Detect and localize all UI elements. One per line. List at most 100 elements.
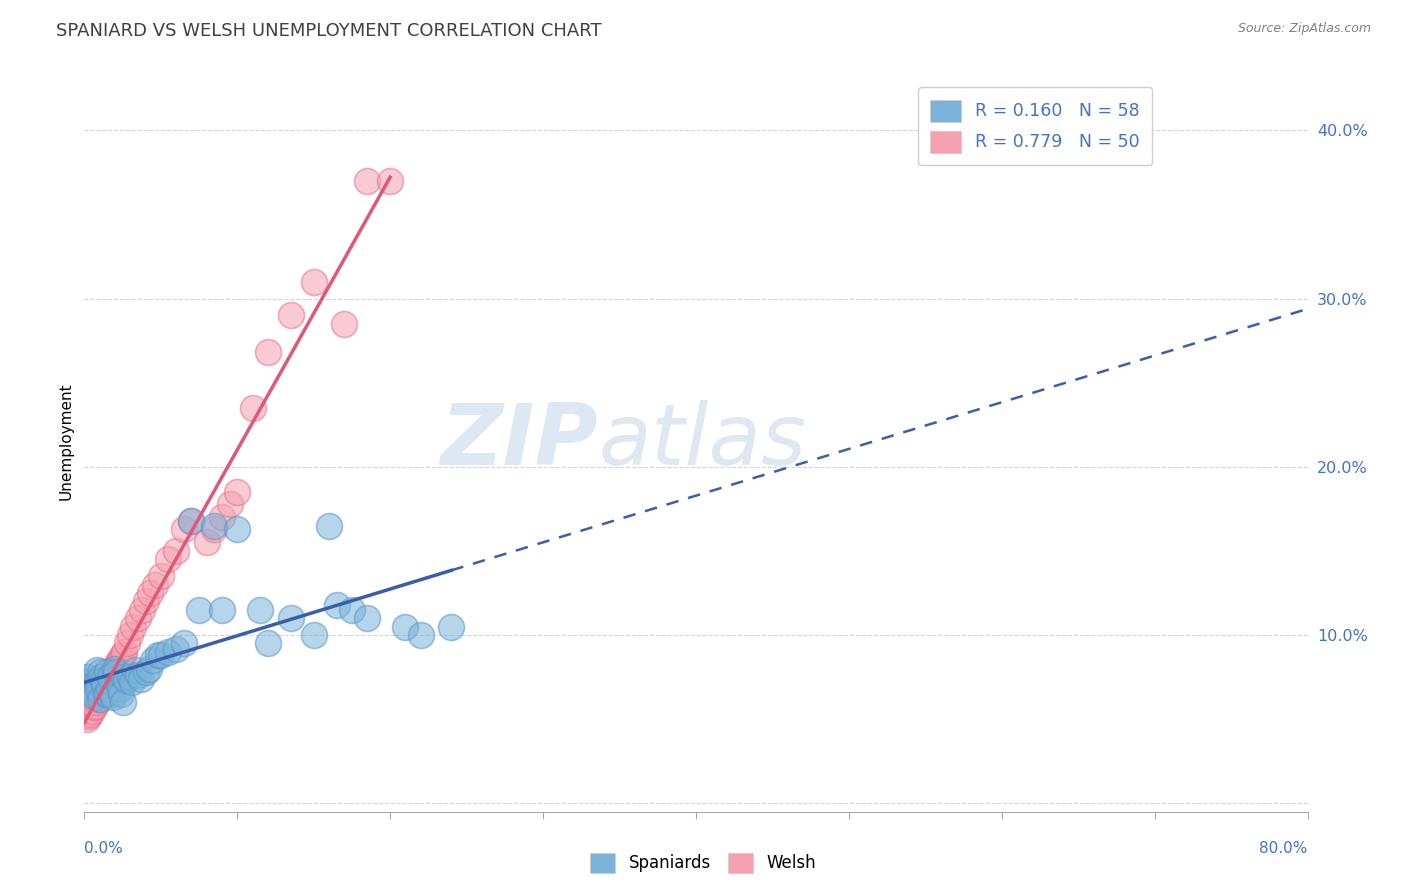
Point (91, 673, 114, 688)
Point (107, 675, 129, 690)
Point (84, 698, 107, 713)
Point (127, 668, 149, 682)
Point (96, 687, 118, 701)
Point (108, 653, 131, 667)
Point (165, 641, 187, 656)
Point (380, 174, 402, 188)
Point (110, 649, 132, 664)
Point (112, 645, 135, 659)
Point (409, 628, 432, 642)
Point (157, 645, 180, 659)
Point (77, 708, 100, 723)
Point (129, 672, 152, 686)
Point (180, 514, 202, 528)
Point (89, 692, 111, 706)
Point (90, 687, 112, 701)
Point (93, 679, 115, 693)
Point (202, 522, 225, 536)
Text: ZIP: ZIP (440, 400, 598, 483)
Point (440, 619, 463, 633)
Point (108, 681, 131, 696)
Point (165, 544, 187, 558)
Point (173, 636, 195, 650)
Point (180, 514, 202, 528)
Point (105, 665, 128, 679)
Point (135, 665, 157, 679)
Point (302, 275, 325, 289)
Point (157, 552, 180, 566)
Point (211, 510, 233, 524)
Point (89, 665, 111, 679)
Point (76, 670, 98, 684)
Point (87, 681, 110, 696)
Point (96, 665, 118, 679)
Legend: Spaniards, Welsh: Spaniards, Welsh (583, 847, 823, 880)
Point (96, 675, 118, 690)
Point (98, 670, 121, 684)
Point (76, 712, 98, 726)
Point (356, 174, 378, 188)
Point (93, 681, 115, 696)
Legend: R = 0.160   N = 58, R = 0.779   N = 50: R = 0.160 N = 58, R = 0.779 N = 50 (918, 87, 1152, 165)
Point (143, 577, 166, 591)
Point (149, 569, 172, 583)
Point (105, 658, 128, 673)
Text: 0.0%: 0.0% (84, 841, 124, 856)
Point (91, 683, 114, 698)
Point (103, 665, 125, 679)
Point (111, 648, 134, 663)
Point (94, 687, 117, 701)
Point (97, 681, 120, 696)
Point (340, 603, 363, 617)
Point (120, 628, 142, 642)
Point (226, 522, 249, 536)
Point (87, 692, 110, 706)
Text: atlas: atlas (598, 400, 806, 483)
Point (325, 598, 347, 612)
Point (122, 619, 145, 633)
Point (124, 664, 146, 678)
Point (103, 690, 125, 705)
Point (94, 679, 117, 693)
Point (242, 401, 264, 415)
Point (394, 619, 416, 633)
Point (98, 670, 121, 684)
Point (79, 707, 101, 722)
Point (149, 648, 172, 663)
Point (202, 518, 225, 533)
Point (104, 662, 127, 676)
Point (131, 603, 153, 617)
Point (84, 690, 107, 705)
Point (226, 485, 249, 500)
Point (86, 695, 108, 709)
Point (257, 636, 280, 650)
Point (77, 675, 100, 690)
Text: SPANIARD VS WELSH UNEMPLOYMENT CORRELATION CHART: SPANIARD VS WELSH UNEMPLOYMENT CORRELATI… (56, 22, 602, 40)
Point (90, 670, 112, 684)
Point (114, 673, 136, 688)
Point (83, 700, 105, 714)
Point (173, 522, 195, 536)
Point (112, 670, 135, 684)
Point (80, 704, 103, 718)
Text: Source: ZipAtlas.com: Source: ZipAtlas.com (1237, 22, 1371, 36)
Point (89, 690, 111, 705)
Point (110, 687, 132, 701)
Point (83, 687, 105, 701)
Point (139, 586, 162, 600)
Point (138, 662, 160, 676)
Point (280, 611, 302, 625)
Point (257, 345, 280, 359)
Y-axis label: Unemployment: Unemployment (58, 383, 73, 500)
Point (318, 518, 340, 533)
Point (104, 662, 127, 676)
Point (79, 679, 101, 693)
Point (101, 687, 124, 701)
Point (127, 611, 149, 625)
Point (249, 603, 271, 617)
Point (142, 653, 165, 667)
Point (121, 675, 143, 690)
Point (115, 636, 138, 650)
Point (120, 670, 142, 684)
Point (333, 317, 356, 331)
